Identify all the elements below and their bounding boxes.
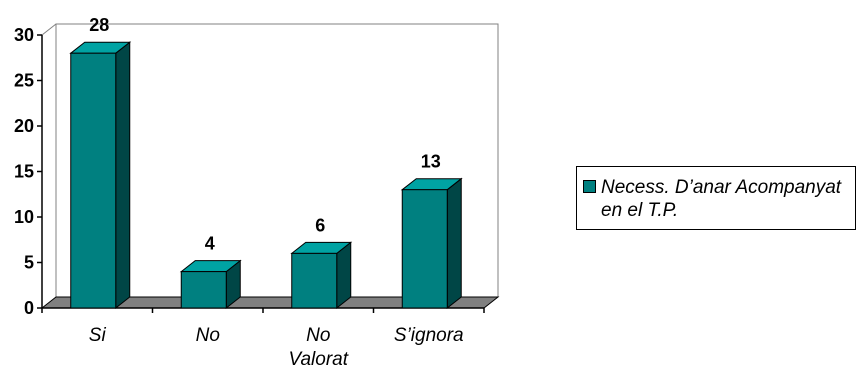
x-tick-label: S’ignora — [394, 325, 464, 346]
y-tick-label: 25 — [14, 71, 34, 91]
bar — [180, 271, 227, 309]
x-tick-label: No — [306, 325, 330, 346]
data-label: 28 — [89, 15, 109, 35]
bar — [70, 52, 117, 309]
y-tick-label: 15 — [14, 162, 34, 182]
x-tick-label: Si — [89, 325, 107, 346]
y-tick-label: 5 — [24, 253, 34, 273]
y-tick-label: 10 — [14, 207, 34, 227]
bar — [401, 189, 448, 309]
legend-label: Necess. D’anar Acompanyat en el T.P. — [601, 177, 842, 221]
bar-side — [115, 41, 131, 310]
y-tick-label: 30 — [14, 25, 34, 45]
bar — [291, 252, 338, 309]
data-label: 13 — [421, 152, 441, 172]
y-tick-label: 0 — [24, 298, 34, 318]
y-tick-label: 20 — [14, 116, 34, 136]
plot-side-wall-edge — [41, 23, 57, 36]
legend-swatch — [583, 180, 596, 193]
x-tick-label: Valorat — [289, 349, 349, 370]
data-label: 6 — [315, 215, 325, 235]
chart-legend: Necess. D’anar Acompanyat en el T.P. — [576, 166, 856, 230]
x-tick-label: No — [196, 325, 220, 346]
data-label: 4 — [205, 234, 215, 254]
bar-side — [446, 177, 462, 310]
